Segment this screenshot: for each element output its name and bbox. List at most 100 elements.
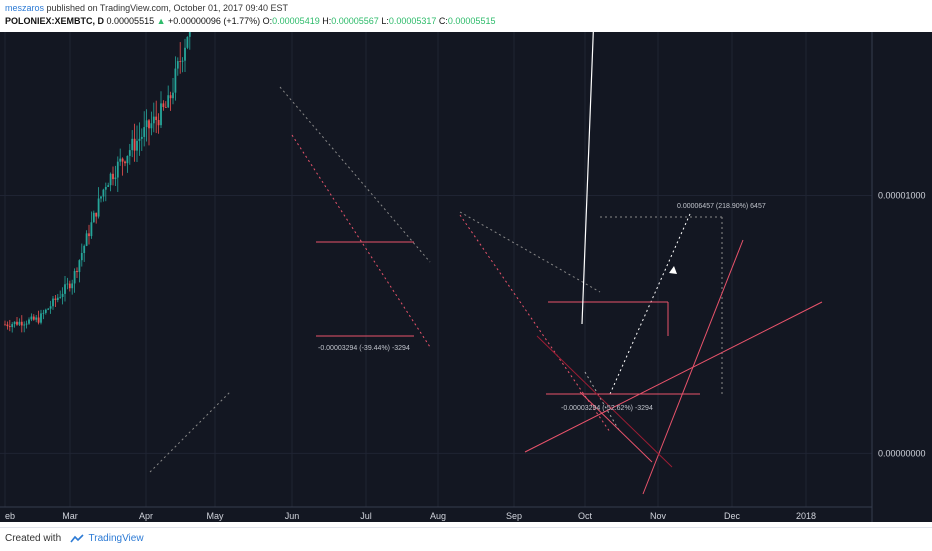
dotted-trendline — [459, 211, 601, 293]
x-tick-label: May — [206, 511, 224, 521]
candle-body — [47, 308, 50, 310]
candle-body — [92, 212, 95, 223]
candle-body — [160, 103, 162, 126]
x-tick-label: Nov — [650, 511, 667, 521]
close-label: C: — [438, 16, 448, 26]
candle-body — [114, 177, 117, 180]
candle-body — [109, 173, 112, 186]
candle-body — [95, 212, 98, 217]
x-tick-label: Apr — [139, 511, 153, 521]
close-value: 0.00005515 — [447, 16, 496, 26]
candle-body — [13, 321, 16, 325]
candle-body — [164, 107, 167, 108]
x-tick-label: eb — [5, 511, 15, 521]
created-with-label: Created with — [5, 533, 62, 544]
trendline — [524, 301, 823, 453]
dotted-trendline — [459, 214, 611, 433]
high-value: 0.00005567 — [331, 16, 379, 26]
dotted-trendline — [584, 371, 621, 433]
candle-body — [116, 161, 119, 178]
up-arrow-icon: ▲ — [156, 16, 166, 26]
plot-background — [0, 32, 932, 522]
candle-body — [25, 323, 28, 325]
annotation-text: 0.00006457 (218.90%) 6457 — [677, 203, 766, 210]
publish-line: meszaros published on TradingView.com, O… — [5, 3, 288, 13]
candle-body — [54, 298, 57, 300]
candle-body — [44, 309, 47, 313]
candle-body — [138, 138, 141, 141]
candle-body — [35, 317, 38, 320]
candle-body — [104, 186, 107, 190]
trendline — [536, 335, 673, 468]
candle-body — [162, 103, 165, 108]
candle-body — [11, 324, 14, 328]
candle-body — [32, 316, 35, 320]
candle-body — [76, 270, 78, 273]
candle-body — [131, 138, 134, 151]
candle-body — [6, 324, 9, 327]
last-price: 0.00005515 — [106, 16, 155, 26]
candle-body — [90, 222, 93, 237]
candle-body — [40, 313, 42, 323]
candle-body — [126, 155, 129, 164]
candle-body — [136, 140, 138, 151]
candle-body — [167, 95, 170, 108]
candle-body — [128, 150, 131, 156]
candle-body — [16, 321, 18, 325]
x-tick-label: Dec — [724, 511, 741, 521]
open-value: 0.00005419 — [272, 16, 320, 26]
candle-body — [73, 270, 76, 284]
candle-body — [49, 306, 52, 309]
y-tick-label: 0.00000000 — [878, 448, 926, 458]
candle-body — [97, 198, 100, 217]
high-label: H: — [322, 16, 332, 26]
candle-body — [64, 284, 66, 294]
candle-body — [56, 297, 59, 300]
candle-body — [150, 123, 153, 129]
candle-body — [184, 47, 186, 61]
price-change: +0.00000096 (+1.77%) — [168, 16, 261, 26]
candle-body — [152, 116, 155, 124]
candle-body — [124, 161, 126, 164]
candle-body — [121, 158, 124, 162]
candle-body — [28, 319, 30, 324]
tradingview-brand[interactable]: TradingView — [88, 533, 144, 544]
symbol-label[interactable]: POLONIEX:XEMBTC, D — [5, 16, 105, 26]
candle-body — [174, 68, 177, 93]
candle-body — [119, 158, 122, 162]
candle-body — [8, 326, 11, 328]
x-tick-label: Sep — [506, 511, 522, 521]
candle-body — [169, 95, 172, 99]
candle-body — [85, 233, 88, 246]
ohlc-line: POLONIEX:XEMBTC, D 0.00005515 ▲ +0.00000… — [5, 16, 495, 26]
chart-header: meszaros published on TradingView.com, O… — [0, 0, 932, 32]
price-chart[interactable]: 0.00006457 (218.90%) 6457 -0.00003294 (-3… — [0, 32, 932, 522]
candle-body — [157, 120, 160, 126]
x-tick-label: Aug — [430, 511, 446, 521]
candle-body — [37, 317, 40, 323]
candle-body — [80, 253, 83, 261]
trendline — [642, 239, 744, 495]
chart-footer: Created with TradingView — [0, 527, 932, 551]
candle-body — [68, 283, 71, 289]
candle-body — [88, 233, 90, 237]
candle-body — [18, 321, 21, 325]
x-tick-label: Mar — [62, 511, 78, 521]
candle-body — [59, 296, 62, 298]
tradingview-logo-icon — [70, 534, 84, 543]
candle-body — [23, 324, 26, 326]
x-tick-label: Jun — [285, 511, 300, 521]
trendline — [579, 391, 653, 463]
candle-body — [83, 245, 86, 254]
arrowhead-icon — [669, 266, 677, 274]
y-tick-label: 0.00001000 — [878, 191, 926, 201]
open-label: O: — [262, 16, 273, 26]
candle-body — [181, 60, 184, 62]
x-tick-label: 2018 — [796, 511, 816, 521]
candle-body — [61, 293, 64, 297]
published-text: published on TradingView.com, October 01… — [46, 3, 289, 13]
author-link[interactable]: meszaros — [5, 3, 45, 13]
dotted-trendline — [149, 391, 231, 473]
candle-body — [186, 36, 189, 48]
candle-body — [140, 136, 143, 139]
